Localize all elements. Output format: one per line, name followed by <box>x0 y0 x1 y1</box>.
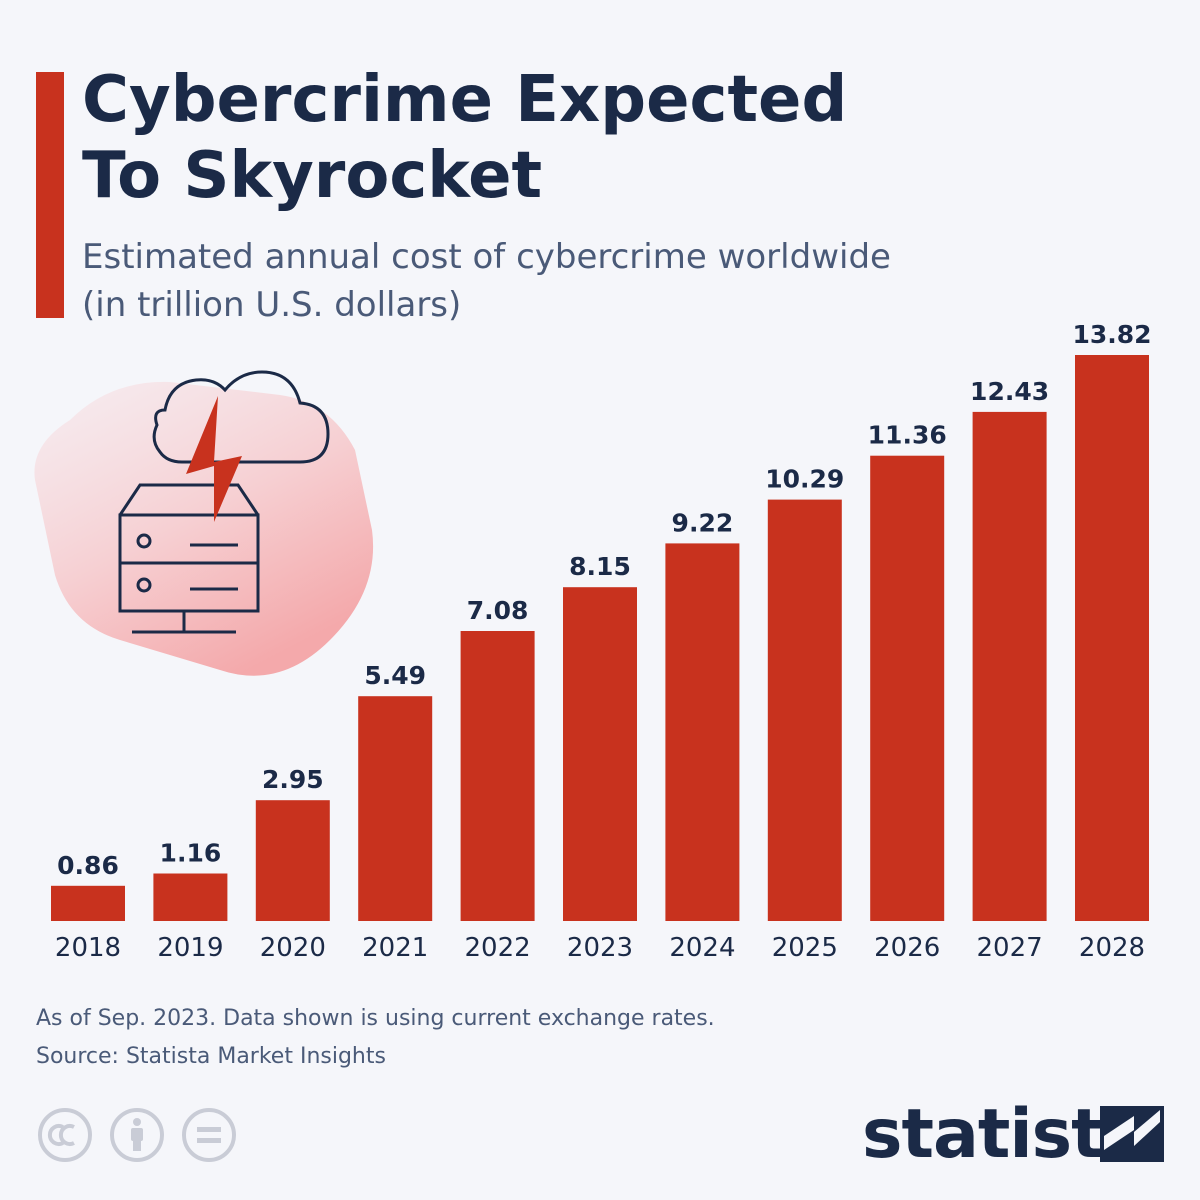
bar-2022 <box>460 631 535 921</box>
bar-2021 <box>358 696 433 921</box>
title-line-2: To Skyrocket <box>82 139 543 213</box>
bar-2020 <box>255 800 330 921</box>
x-tick-label-2023: 2023 <box>567 933 633 963</box>
value-label-2024: 9.22 <box>672 508 734 537</box>
lightning-bolt-icon <box>186 396 242 522</box>
x-tick-label-2019: 2019 <box>157 933 223 963</box>
server-icon <box>118 483 260 634</box>
x-tick-labels-group: 2018 2019 2020 2021 2022 2023 2024 2025 2026 2027… <box>55 933 1145 963</box>
bar-chart: 0.86 1.16 2.95 5.49 7.08 8.15 9.22 10.29 11.36 12… <box>51 320 1152 963</box>
value-labels-group: 0.86 1.16 2.95 5.49 7.08 8.15 9.22 10.29 11.36 12… <box>57 320 1151 880</box>
bar-2028 <box>1075 355 1149 921</box>
x-tick-label-2027: 2027 <box>977 933 1043 963</box>
title-accent-bar <box>36 72 64 318</box>
bar-2027 <box>972 411 1047 921</box>
value-label-2026: 11.36 <box>868 421 947 450</box>
title-line-1: Cybercrime Expected <box>82 63 848 137</box>
cloud-icon <box>152 370 330 464</box>
statista-logo-icon <box>1100 1106 1164 1162</box>
value-label-2023: 8.15 <box>569 552 631 581</box>
cybercrime-illustration <box>34 370 374 676</box>
value-label-2018: 0.86 <box>57 851 119 880</box>
value-label-2019: 1.16 <box>160 839 222 868</box>
subtitle-line-2: (in trillion U.S. dollars) <box>82 285 462 325</box>
chart-subtitle: Estimated annual cost of cybercrime worl… <box>82 233 1062 329</box>
chart-title: Cybercrime Expected To Skyrocket <box>82 62 982 214</box>
subtitle-line-1: Estimated annual cost of cybercrime worl… <box>82 237 891 277</box>
x-tick-label-2025: 2025 <box>772 933 838 963</box>
bar-2018 <box>51 885 125 921</box>
x-tick-label-2024: 2024 <box>669 933 735 963</box>
footnote-note: As of Sep. 2023. Data shown is using cur… <box>36 1006 715 1031</box>
value-label-2025: 10.29 <box>765 465 844 494</box>
value-label-2020: 2.95 <box>262 765 324 794</box>
attribution-icon <box>110 1108 164 1162</box>
x-tick-label-2022: 2022 <box>465 933 531 963</box>
value-label-2027: 12.43 <box>970 377 1049 406</box>
bars-group <box>51 355 1149 921</box>
x-tick-label-2020: 2020 <box>260 933 326 963</box>
x-tick-label-2021: 2021 <box>362 933 428 963</box>
value-label-2022: 7.08 <box>467 596 529 625</box>
x-tick-label-2018: 2018 <box>55 933 121 963</box>
x-tick-label-2028: 2028 <box>1079 933 1145 963</box>
value-label-2021: 5.49 <box>364 661 426 690</box>
footnote: As of Sep. 2023. Data shown is using cur… <box>36 1000 715 1076</box>
license-icons <box>38 1108 236 1162</box>
x-tick-label-2026: 2026 <box>874 933 940 963</box>
bar-2026 <box>870 455 945 921</box>
bar-2023 <box>563 587 637 921</box>
value-label-2028: 13.82 <box>1072 320 1151 349</box>
bar-2025 <box>767 499 842 921</box>
bar-2024 <box>665 543 740 921</box>
bar-2019 <box>153 873 228 921</box>
creative-commons-icon <box>38 1108 92 1162</box>
footnote-source: Source: Statista Market Insights <box>36 1044 386 1069</box>
no-derivatives-icon <box>182 1108 236 1162</box>
